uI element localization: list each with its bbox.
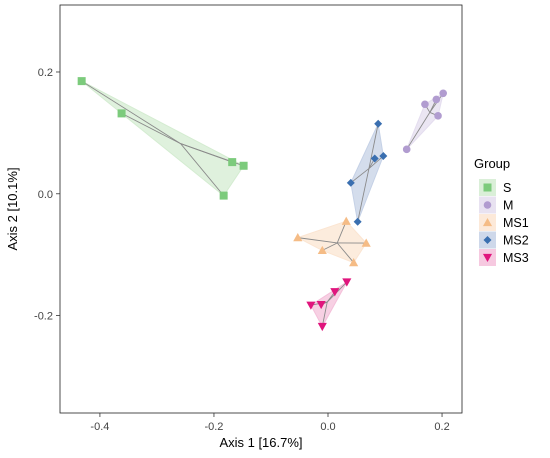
y-tick-label: 0.0 bbox=[38, 189, 53, 201]
spoke-ms1 bbox=[336, 242, 355, 263]
point-ms1 bbox=[361, 238, 371, 247]
point-ms3 bbox=[342, 278, 352, 287]
point-ms2 bbox=[370, 154, 379, 163]
x-tick-label: -0.2 bbox=[204, 421, 223, 433]
legend-marker-ms3 bbox=[482, 253, 493, 263]
legend-marker-ms2 bbox=[483, 236, 492, 244]
point-m bbox=[402, 145, 411, 154]
legend-marker-s bbox=[483, 183, 492, 192]
legend-marker-ms1 bbox=[482, 217, 493, 227]
point-ms3 bbox=[316, 300, 326, 310]
legend-label-s: S bbox=[503, 181, 511, 195]
spoke-ms2 bbox=[350, 168, 370, 184]
point-s bbox=[219, 191, 228, 200]
spoke-s bbox=[180, 143, 224, 196]
point-ms2 bbox=[353, 217, 362, 226]
point-ms1 bbox=[317, 245, 327, 255]
point-ms1 bbox=[349, 258, 359, 267]
point-m bbox=[432, 95, 441, 104]
point-m bbox=[434, 112, 442, 120]
spoke-s bbox=[121, 112, 181, 144]
legend-label-ms2: MS2 bbox=[503, 234, 529, 248]
y-tick-label: -0.2 bbox=[34, 311, 53, 323]
x-tick-label: 0.2 bbox=[434, 421, 449, 433]
point-m bbox=[421, 100, 429, 109]
legend-label-m: M bbox=[503, 199, 513, 213]
point-s bbox=[228, 158, 237, 167]
spoke-ms2 bbox=[368, 123, 379, 169]
legend-label-ms3: MS3 bbox=[503, 251, 529, 265]
y-axis-title: Axis 2 [10.1%] bbox=[5, 167, 20, 250]
point-ms3 bbox=[330, 288, 340, 297]
legend-marker-m bbox=[483, 201, 492, 209]
point-ms3 bbox=[317, 322, 327, 332]
spoke-ms3 bbox=[321, 301, 328, 327]
spoke-ms2 bbox=[368, 155, 384, 169]
x-tick-label: 0.0 bbox=[320, 421, 335, 433]
point-ms2 bbox=[346, 178, 355, 187]
point-s bbox=[239, 161, 248, 170]
spoke-m bbox=[406, 112, 431, 150]
point-s bbox=[77, 77, 86, 86]
plot-frame bbox=[59, 4, 463, 414]
legend: Group SM MS1 MS2 MS3 bbox=[474, 156, 529, 266]
point-ms3 bbox=[306, 301, 316, 310]
point-ms2 bbox=[374, 119, 383, 128]
spoke-ms1 bbox=[297, 237, 338, 244]
spoke-ms2 bbox=[357, 168, 370, 222]
spoke-ms1 bbox=[322, 242, 338, 251]
x-tick-label: -0.4 bbox=[90, 421, 109, 433]
point-s bbox=[117, 109, 126, 118]
y-tick-label: 0.2 bbox=[38, 67, 53, 79]
spoke-s bbox=[81, 80, 181, 144]
legend-label-ms1: MS1 bbox=[503, 216, 529, 230]
point-ms2 bbox=[379, 152, 388, 161]
x-axis-title: Axis 1 [16.7%] bbox=[219, 435, 302, 450]
hull-ms3 bbox=[310, 281, 348, 328]
point-ms1 bbox=[341, 216, 351, 225]
point-m bbox=[439, 89, 447, 98]
point-ms1 bbox=[293, 233, 303, 242]
legend-title: Group bbox=[474, 156, 510, 171]
